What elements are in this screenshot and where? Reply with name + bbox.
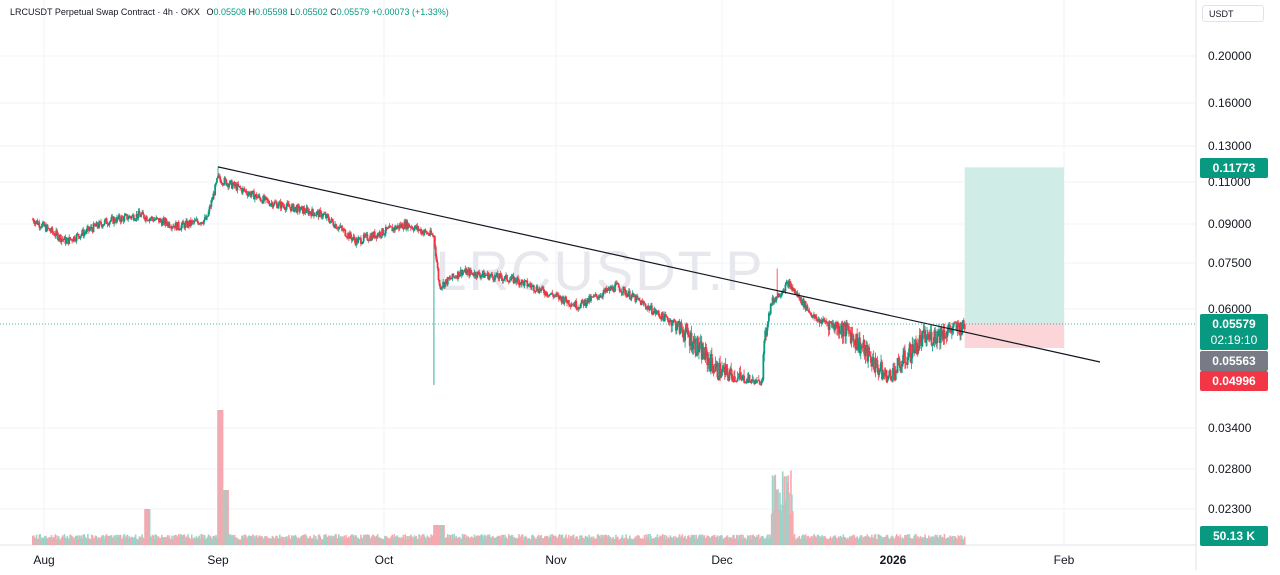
- candle-body: [629, 291, 631, 299]
- open-value: 0.05508: [213, 7, 246, 17]
- candle-body: [964, 325, 966, 330]
- x-tick-label: Sep: [207, 553, 229, 567]
- x-tick-label: 2026: [880, 553, 907, 567]
- candle-body: [596, 294, 598, 296]
- x-tick-label: Nov: [545, 553, 566, 567]
- x-tick-label: Oct: [375, 553, 394, 567]
- candle-body: [639, 300, 641, 301]
- candle-body: [699, 342, 701, 349]
- candle-body: [312, 209, 314, 213]
- candle-body: [931, 332, 933, 345]
- x-tick-label: Dec: [711, 553, 732, 567]
- stop-price-badge: 0.04996: [1212, 374, 1256, 388]
- symbol-label: LRCUSDT Perpetual Swap Contract · 4h · O…: [10, 7, 200, 17]
- y-tick-label: 0.09000: [1208, 217, 1252, 231]
- candle-body: [800, 297, 802, 303]
- candle-body: [379, 232, 381, 236]
- candle-body: [66, 240, 68, 244]
- candle-body: [124, 216, 126, 221]
- chart-legend: LRCUSDT Perpetual Swap Contract · 4h · O…: [10, 7, 449, 17]
- prev-close-badge: 0.05563: [1212, 354, 1256, 368]
- candle-body: [388, 228, 390, 229]
- target-price-badge: 0.11773: [1213, 161, 1256, 175]
- volume-badge: 50.13 K: [1213, 529, 1255, 543]
- watermark: LRCUSDT.P: [435, 239, 764, 302]
- y-tick-label: 0.07500: [1208, 256, 1252, 270]
- low-value: 0.05502: [295, 7, 328, 17]
- candle-body: [734, 376, 736, 381]
- candle-body: [897, 358, 899, 373]
- candle-body: [716, 363, 718, 378]
- candle-body: [915, 340, 917, 343]
- candle-body: [216, 178, 218, 183]
- y-tick-label: 0.02800: [1208, 462, 1252, 476]
- y-tick-label: 0.13000: [1208, 139, 1252, 153]
- candle-body: [184, 223, 186, 229]
- candle-body: [382, 228, 384, 234]
- candle-body: [102, 225, 104, 227]
- volume-bar: [964, 537, 966, 545]
- x-tick-label: Feb: [1054, 553, 1075, 567]
- candle-body: [211, 200, 213, 201]
- candle-body: [731, 374, 733, 381]
- x-tick-label: Aug: [33, 553, 54, 567]
- candle-body: [890, 376, 892, 381]
- high-value: 0.05598: [255, 7, 288, 17]
- candle-body: [131, 216, 133, 218]
- currency-unit-button[interactable]: USDT: [1202, 5, 1264, 22]
- candle-body: [509, 280, 511, 282]
- target-zone: [965, 167, 1064, 324]
- candle-body: [438, 268, 440, 280]
- y-tick-label: 0.03400: [1208, 421, 1252, 435]
- candle-body: [299, 210, 301, 211]
- candle-body: [662, 312, 664, 316]
- candle-body: [278, 203, 280, 207]
- stop-zone: [965, 324, 1064, 348]
- candle-body: [842, 326, 844, 337]
- candle-body: [47, 225, 49, 228]
- y-tick-label: 0.20000: [1208, 49, 1252, 63]
- candle-body: [749, 375, 751, 381]
- last-price-badge: 0.05579: [1212, 317, 1256, 331]
- close-value: 0.05579: [337, 7, 370, 17]
- candle-body: [78, 234, 80, 237]
- candle-body: [875, 358, 877, 372]
- candle-body: [76, 234, 78, 241]
- candle-body: [491, 274, 493, 277]
- last-price-badge-countdown: 02:19:10: [1211, 333, 1258, 347]
- candle-body: [904, 350, 906, 363]
- candle-body: [237, 184, 239, 187]
- y-tick-label: 0.02300: [1208, 502, 1252, 516]
- candle-body: [728, 375, 730, 380]
- change-value: +0.00073 (+1.33%): [372, 7, 449, 17]
- candle-body: [694, 339, 696, 353]
- candle-body: [902, 355, 904, 364]
- y-tick-label: 0.06000: [1208, 302, 1252, 316]
- candle-body: [873, 357, 875, 369]
- candle-body: [582, 300, 584, 302]
- y-tick-label: 0.16000: [1208, 96, 1252, 110]
- candle-body: [178, 222, 180, 229]
